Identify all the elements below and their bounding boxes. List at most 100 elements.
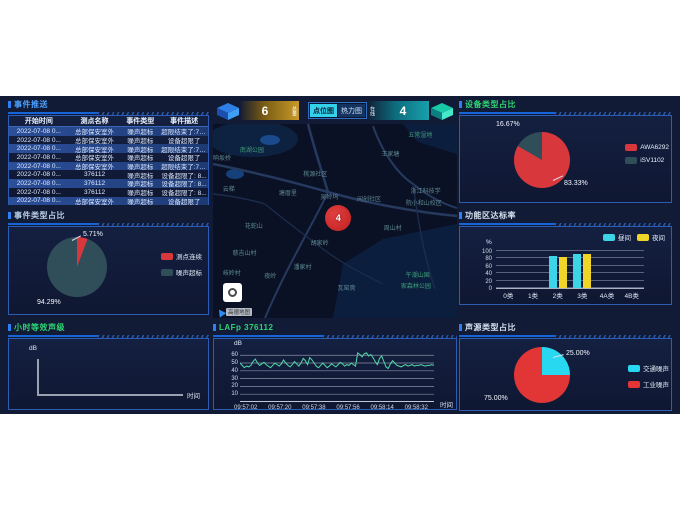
map-control-button[interactable]: [223, 283, 242, 302]
x-axis: [37, 394, 183, 396]
legend-swatch: [161, 252, 173, 260]
total-count-value: 6: [261, 103, 269, 118]
y-tick-labels: 10 20 30 40 50 60: [222, 349, 238, 402]
x-tick-label: 09:57:56: [336, 405, 360, 411]
map-label: 夜岭: [264, 274, 277, 281]
lafp-line-chart[interactable]: [239, 349, 435, 402]
title-tick: [459, 323, 462, 331]
legend-item[interactable]: 交通噪声: [628, 363, 669, 373]
panel-hourly-leq: 小时等效声级 dB 时间: [8, 321, 209, 410]
table-row[interactable]: 2022-07-08 0... 总部保安室外 噪声超标 设备超限了: [9, 196, 208, 206]
map-label: 潘家村: [293, 264, 312, 271]
amap-logo-text: 高德地图: [226, 308, 253, 316]
event-type-pie-body: 5.71% 94.29% 测点连续 噪声超标: [8, 226, 209, 315]
y-axis-label: dB: [29, 345, 37, 352]
grid-line: [496, 264, 644, 266]
y-tick-label: 20: [485, 278, 492, 285]
y-axis-label: dB: [234, 340, 242, 347]
map-label: 慈吉山村: [232, 251, 257, 258]
map-label: 家森林公园: [400, 284, 431, 291]
y-tick-label: 100: [481, 249, 492, 255]
title-underline: [8, 111, 209, 115]
x-tick-label: 09:57:20: [268, 405, 292, 411]
map-label: 王家塘: [381, 152, 400, 159]
legend-item[interactable]: 噪声超标: [161, 267, 202, 277]
panel-title: 小时等效声级: [14, 322, 65, 332]
bar-夜间-2类[interactable]: [558, 256, 567, 288]
legend-label: 昼间: [618, 235, 631, 242]
zone-bar-chart[interactable]: 0 20 40 60 80 100 0类 1类 2类 3类 4A类 4B类: [482, 249, 644, 300]
map[interactable]: 响坂桥 南湖公园 五常湿地 王家塘 桃源社区 云梯 塘厝里 吴岭坞 闲创社区 浙江科技学 院小和山校…: [213, 124, 457, 318]
pie-percent-label: 83.33%: [564, 180, 588, 187]
x-tick-label: 4B类: [624, 293, 639, 300]
grid-line: [496, 250, 644, 251]
panel-header: 设备类型占比: [459, 98, 672, 110]
device-3d-icon: [213, 99, 243, 127]
panel-header: 功能区达标率: [459, 209, 672, 221]
map-label: 桃源社区: [303, 171, 328, 178]
y-tick-label: 50: [231, 360, 238, 367]
table-header-row: 开始时间 测点名称 事件类型 事件描述: [9, 116, 208, 127]
event-table[interactable]: 开始时间 测点名称 事件类型 事件描述 2022-07-08 0... 总部保安室外 噪声超…: [8, 115, 209, 206]
heat-map-button[interactable]: 热力图: [338, 104, 365, 117]
x-axis-label: 时间: [440, 402, 453, 409]
panel-title: 功能区达标率: [465, 210, 516, 220]
map-cluster-marker[interactable]: 4: [325, 205, 352, 232]
table-row[interactable]: 2022-07-08 0... 总部保安室外 噪声超标 超限结束了:70...: [9, 161, 208, 171]
lafp-chart-body: dB 10 20 30 40 50 60 09:57:02 09:57:20 09:57:38…: [213, 338, 457, 411]
bar-昼间-3类[interactable]: [573, 253, 582, 288]
legend-item[interactable]: iSV1102: [625, 157, 669, 164]
table-row[interactable]: 2022-07-08 0... 376112 噪声超标 设备超限了: 8...: [9, 179, 208, 188]
legend-item[interactable]: AWA6292: [625, 144, 669, 151]
legend-swatch: [625, 157, 638, 164]
map-label: 花蛇山: [244, 224, 263, 230]
map-label: 南湖公园: [239, 148, 264, 155]
title-underline: [8, 222, 209, 226]
bar-昼间-2类[interactable]: [548, 255, 557, 288]
circle-icon: [228, 288, 237, 297]
bar-夜间-3类[interactable]: [583, 253, 592, 288]
device-type-pie-chart[interactable]: [514, 132, 570, 188]
title-tick: [459, 100, 462, 108]
legend-swatch: [161, 268, 173, 276]
title-tick: [459, 211, 462, 219]
map-label: 胡家岭: [310, 241, 329, 248]
legend-label: iSV1102: [640, 157, 665, 164]
panel-source-type-pie: 声源类型占比 25.00% 75.00% 交通噪声 工业噪声: [459, 321, 672, 411]
table-row[interactable]: 2022-07-08 0... 总部保安室外 噪声超标 超限结束了:70...: [9, 144, 208, 154]
legend-item[interactable]: 工业噪声: [628, 379, 669, 389]
legend-item[interactable]: 测点连续: [161, 251, 202, 261]
grid-line: [496, 272, 644, 274]
legend-item[interactable]: 昼间: [603, 232, 631, 242]
title-underline: [459, 222, 672, 226]
event-type-pie-chart[interactable]: [47, 237, 107, 297]
grid-line: [496, 287, 644, 288]
pie-percent-label: 25.00%: [566, 350, 590, 357]
y-tick-label: 40: [231, 367, 238, 374]
map-label: 瓦窑斋: [337, 286, 356, 293]
pie-legend: 测点连续 噪声超标: [161, 251, 202, 277]
source-type-pie-chart[interactable]: [514, 347, 570, 403]
map-label: 闲创社区: [356, 196, 381, 203]
point-map-button[interactable]: 点位图: [310, 104, 337, 117]
legend-label: 工业噪声: [643, 382, 669, 389]
map-base-layer: [213, 124, 457, 318]
grid-line: [496, 257, 644, 259]
total-count-stat: 6 总量: [241, 101, 299, 120]
title-underline: [8, 334, 209, 338]
x-tick-label: 09:58:14: [370, 405, 394, 411]
online-count-value: 4: [399, 103, 407, 118]
amap-triangle-icon: [215, 306, 227, 318]
x-tick-label: 1类: [527, 293, 539, 300]
legend-label: 测点连续: [176, 254, 202, 261]
online-count-stat: 在线 4: [367, 101, 429, 120]
total-count-label: 总量: [291, 105, 297, 116]
map-label: 五常湿地: [408, 132, 433, 139]
legend-swatch: [625, 144, 638, 151]
panel-header: 事件推送: [8, 98, 209, 110]
legend-item[interactable]: 夜间: [637, 232, 665, 242]
table-row[interactable]: 2022-07-08 0... 总部保安室外 噪声超标 超限结束了:70...: [9, 127, 208, 136]
panel-title: LAFp 376112: [219, 322, 274, 332]
y-axis-label: %: [486, 239, 492, 246]
